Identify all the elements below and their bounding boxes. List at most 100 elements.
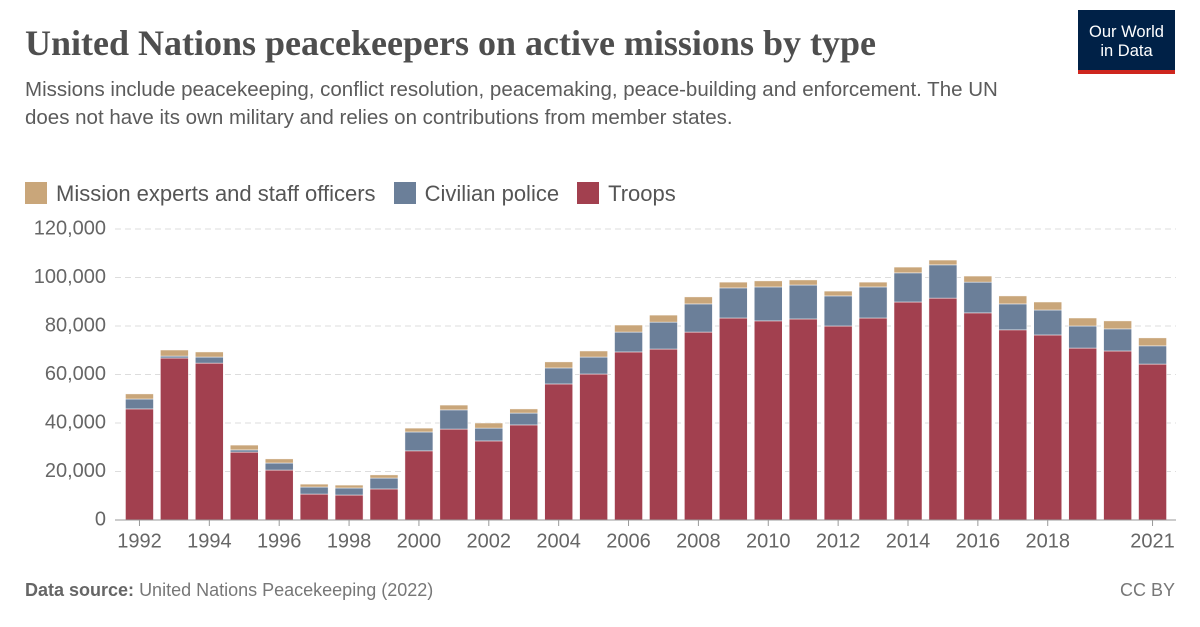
bar-segment (858, 281, 888, 288)
bar-segment (334, 494, 364, 521)
bar-segment (474, 422, 504, 429)
bar-segment (544, 361, 573, 369)
bar-segment (614, 331, 643, 353)
bar-segment (1068, 325, 1097, 349)
bar-segment (299, 483, 329, 488)
bar-segment (614, 324, 643, 333)
bar-segment (195, 351, 224, 358)
y-tick-label: 20,000 (45, 460, 106, 482)
bar-segment (369, 474, 399, 479)
bar-segment (788, 284, 818, 320)
bar-segment (684, 331, 713, 521)
bar-segment (823, 325, 853, 521)
source-label: Data source: (25, 580, 135, 600)
bar-segment (719, 317, 748, 521)
bar-segment (754, 280, 783, 288)
bar-segment (195, 362, 224, 521)
license[interactable]: CC BY (1119, 580, 1175, 600)
chart-title: United Nations peacekeepers on active mi… (25, 23, 876, 63)
bar-segment (439, 409, 469, 430)
x-tick-label: 2012 (816, 530, 861, 552)
bar-segment (754, 320, 783, 521)
bar-segment (125, 398, 154, 410)
chart-subtitle: Missions include peacekeeping, conflict … (25, 78, 998, 129)
bar-segment (125, 408, 154, 521)
legend: Mission experts and staff officers Civili… (25, 181, 694, 207)
bar-segment (928, 297, 958, 521)
bar-segment (1138, 363, 1167, 521)
logo-text: in Data (1100, 42, 1153, 60)
bar-segment (579, 356, 608, 375)
bar-segment (369, 488, 399, 521)
bar-segment (928, 264, 958, 299)
source: Data source: United Nations Peacekeeping… (25, 580, 433, 601)
bar-segment (299, 486, 329, 495)
bar-segment (1138, 345, 1167, 365)
bar-segment (264, 469, 294, 521)
bar-segment (1103, 320, 1132, 330)
legend-item[interactable]: Mission experts and staff officers (25, 181, 376, 207)
bar-segment (928, 259, 958, 266)
x-tick-label: 2021 (1130, 530, 1175, 552)
x-tick-label: 2014 (886, 530, 931, 552)
bar-segment (1033, 309, 1062, 336)
bar-segment (684, 303, 713, 333)
bar-segment (788, 279, 818, 286)
legend-item[interactable]: Troops (577, 181, 676, 207)
x-tick-label: 2018 (1025, 530, 1070, 552)
bar-segment (823, 290, 853, 297)
x-tick-label: 1996 (257, 530, 302, 552)
bar-segment (230, 444, 259, 451)
x-tick-label: 1998 (327, 530, 372, 552)
bar-segment (334, 484, 364, 489)
bar-segment (474, 427, 504, 442)
x-tick-label: 1992 (117, 530, 162, 552)
bar-segment (404, 450, 434, 521)
source-text: United Nations Peacekeeping (2022) (139, 580, 434, 600)
x-tick-label: 2016 (956, 530, 1001, 552)
y-tick-label: 40,000 (45, 411, 106, 433)
bar-segment (369, 477, 399, 490)
legend-label: Troops (608, 181, 676, 206)
bar-segment (963, 281, 993, 314)
bar-segment (823, 295, 853, 327)
bar-segment (649, 314, 678, 323)
bar-segment (404, 431, 434, 452)
bar-segment (684, 296, 713, 305)
bar-segment (649, 321, 678, 350)
bar-segment (509, 408, 538, 414)
legend-swatch (577, 182, 600, 204)
x-tick-label: 2006 (606, 530, 651, 552)
x-tick-label: 2010 (746, 530, 791, 552)
bar-segment (439, 404, 469, 411)
legend-swatch (393, 182, 416, 204)
bar-segment (334, 487, 364, 496)
x-tick-label: 2008 (676, 530, 721, 552)
bar-segment (299, 493, 329, 521)
bar-segment (1068, 347, 1097, 521)
bar-segment (1103, 350, 1132, 521)
bar-segment (719, 281, 748, 289)
bar-segment (404, 427, 434, 433)
bar-segment (998, 303, 1028, 331)
bar-segment (893, 266, 923, 274)
y-tick-label: 100,000 (34, 266, 106, 288)
bar-segment (649, 348, 678, 521)
legend-label: Mission experts and staff officers (56, 181, 376, 206)
bar-segment (858, 286, 888, 319)
logo[interactable]: Our World in Data (1078, 10, 1175, 74)
bar-segment (509, 412, 538, 426)
bar-segment (614, 351, 643, 521)
y-tick-label: 60,000 (45, 363, 106, 385)
x-tick-label: 1994 (187, 530, 232, 552)
bar-segment (1138, 337, 1167, 347)
bar-segment (509, 424, 538, 521)
bar-segment (963, 312, 993, 521)
bar-segment (893, 272, 923, 303)
legend-item[interactable]: Civilian police (393, 181, 559, 207)
bar-segment (160, 357, 189, 521)
bar-segment (264, 462, 294, 471)
bar-segment (474, 440, 504, 521)
y-tick-label: 80,000 (45, 314, 106, 336)
